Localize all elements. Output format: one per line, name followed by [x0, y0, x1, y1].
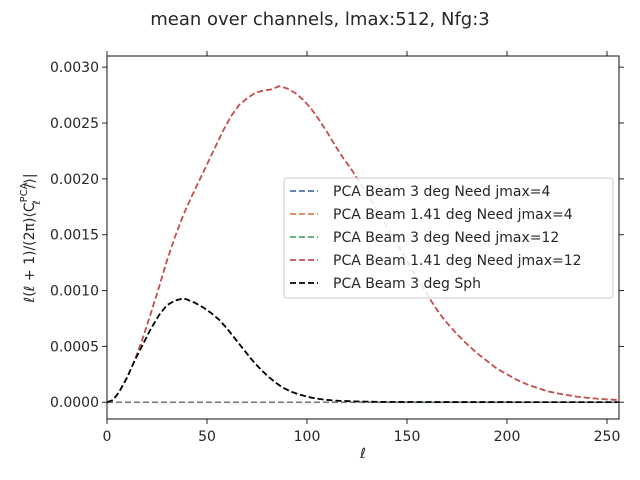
legend-label-2: PCA Beam 1.41 deg Need jmax=4: [333, 207, 573, 223]
x-tick-label: 100: [294, 429, 321, 445]
legend: PCA Beam 3 deg Need jmax=4 PCA Beam 1.41 …: [283, 177, 614, 299]
y-tick-label: 0.0025: [50, 116, 99, 132]
series-line-5: [106, 297, 620, 404]
y-tick-label: 0.0010: [50, 284, 99, 300]
x-tick-label: 250: [594, 429, 621, 445]
series-line-1: [106, 297, 620, 404]
legend-label-5: PCA Beam 3 deg Sph: [333, 276, 481, 292]
series-line-4: [106, 85, 620, 404]
y-axis-label-sup: PCA: [19, 182, 30, 202]
x-tick-label: 150: [394, 429, 421, 445]
x-tick-label: 0: [103, 429, 112, 445]
axes-frame: [106, 55, 620, 420]
axis-ticks: 0 50 100 150 200 250 0.0000 0.0005 0.0010 0.0015 0…: [50, 51, 624, 445]
y-axis-label-sub: ℓ: [32, 200, 43, 204]
y-tick-label: 0.0000: [50, 395, 99, 411]
legend-label-3: PCA Beam 3 deg Need jmax=12: [333, 230, 559, 246]
legend-frame: [283, 177, 614, 299]
x-axis-label: ℓ: [359, 446, 366, 462]
y-axis-label: ℓ(ℓ + 1)/(2π)⟨CPCAℓ /⟩|: [19, 173, 43, 303]
series-line-3: [106, 297, 620, 404]
plot-area: [106, 85, 620, 404]
chart-title: mean over channels, lmax:512, Nfg:3: [150, 9, 490, 30]
x-tick-label: 50: [198, 429, 216, 445]
y-tick-label: 0.0030: [50, 60, 99, 76]
legend-label-1: PCA Beam 3 deg Need jmax=4: [333, 184, 550, 200]
y-tick-label: 0.0005: [50, 339, 99, 355]
y-tick-label: 0.0020: [50, 172, 99, 188]
y-axis-label-tail: /⟩|: [22, 173, 38, 188]
x-tick-label: 200: [494, 429, 521, 445]
y-tick-label: 0.0015: [50, 228, 99, 244]
legend-label-4: PCA Beam 1.41 deg Need jmax=12: [333, 253, 582, 269]
y-axis-label-lead: ℓ(ℓ + 1)/(2π)⟨C: [22, 202, 38, 303]
